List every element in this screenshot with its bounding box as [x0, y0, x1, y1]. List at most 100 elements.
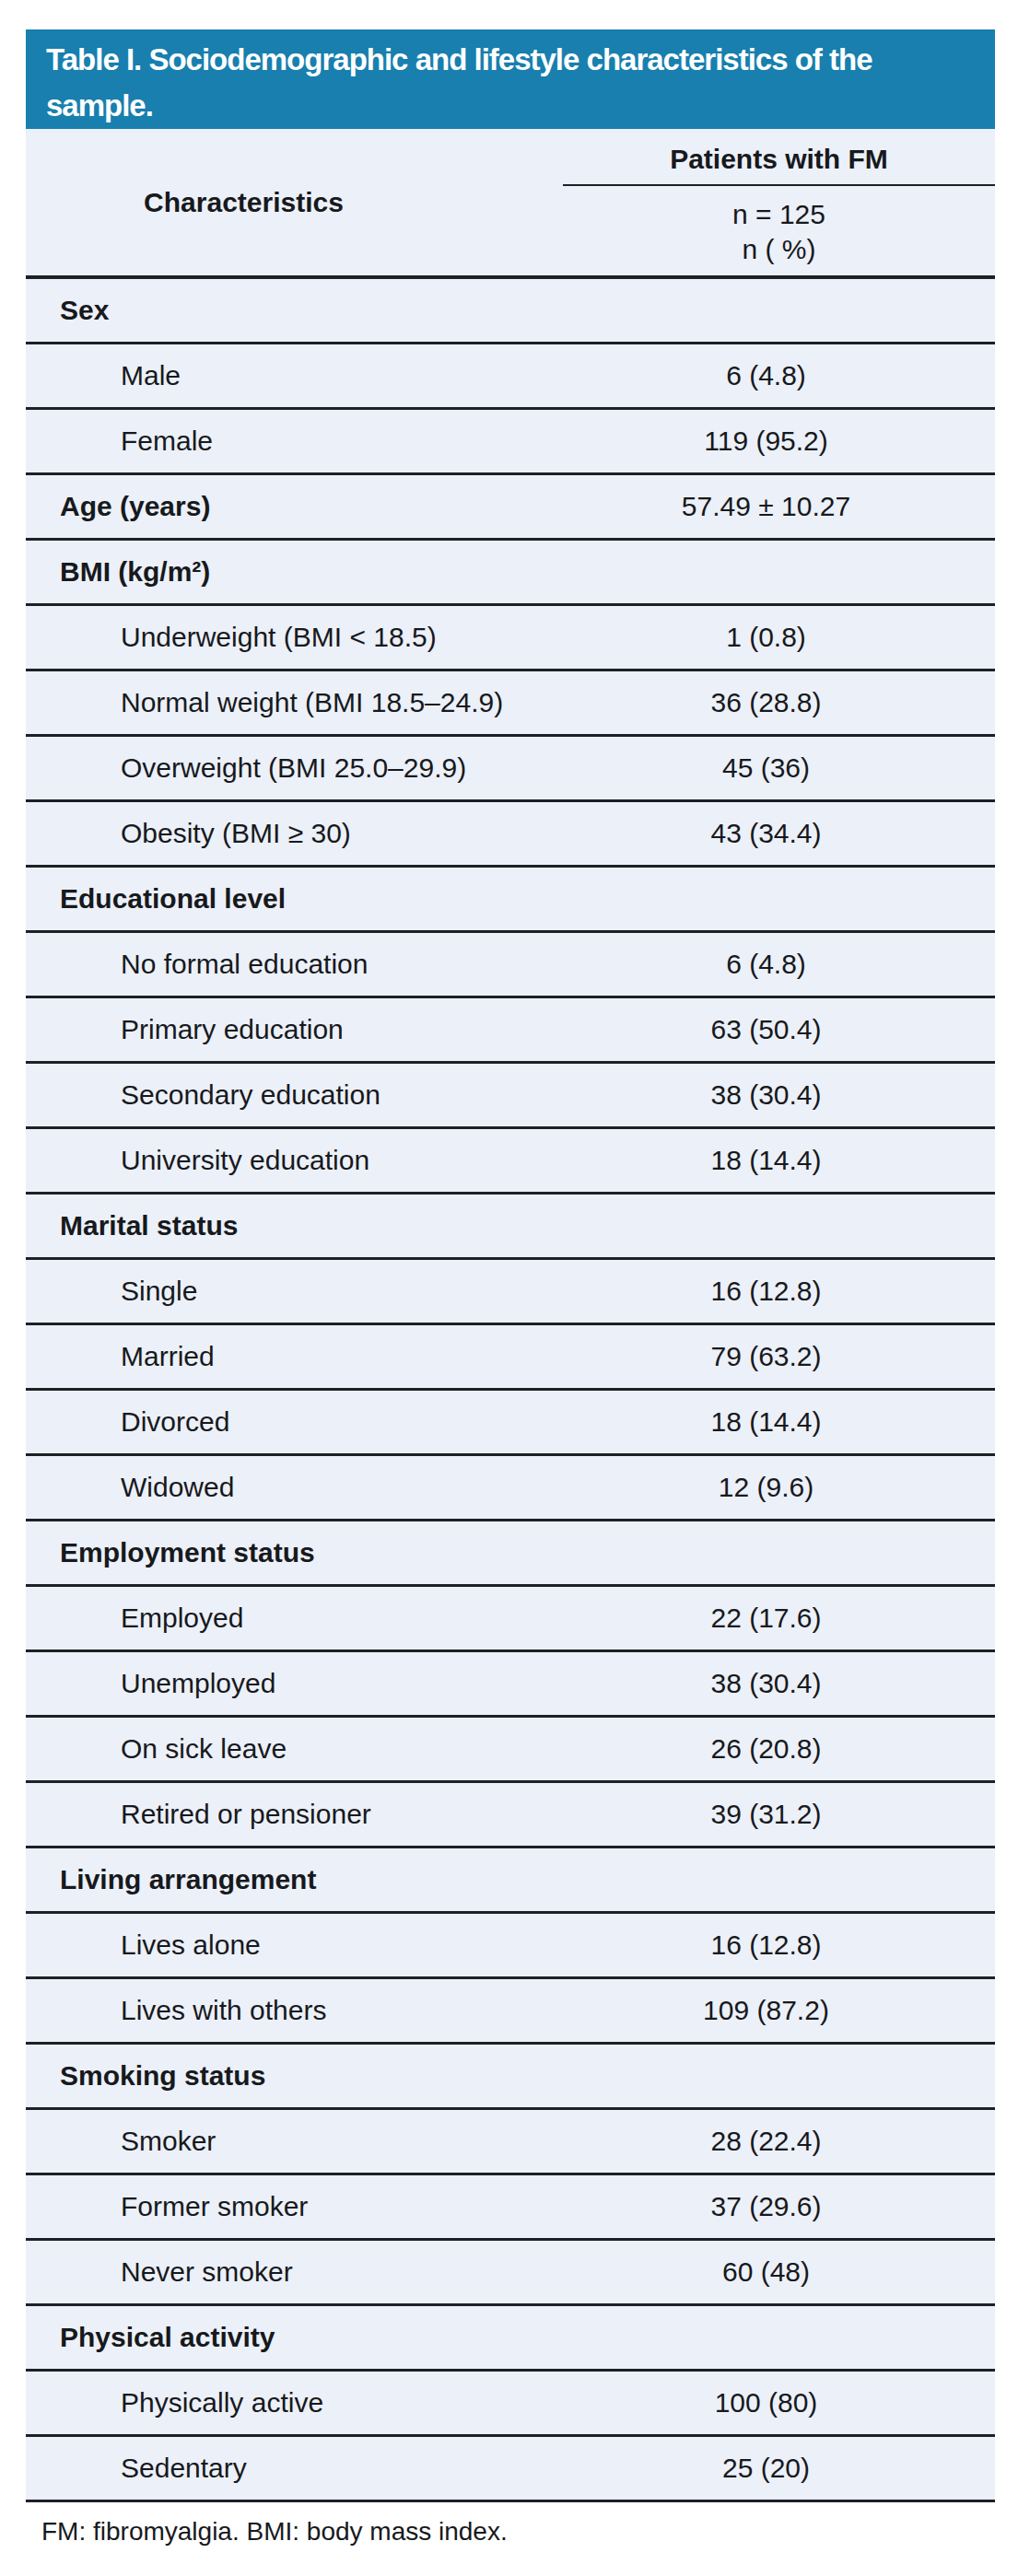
row-value: 79 (63.2): [563, 1341, 995, 1372]
table-row: Smoker 28 (22.4): [26, 2110, 995, 2175]
row-label: Marital status: [26, 1210, 563, 1241]
column-header-characteristics: Characteristics: [26, 129, 563, 275]
row-value: 45 (36): [563, 752, 995, 784]
row-label: Physical activity: [26, 2322, 563, 2353]
subheader-n-percent: n ( %): [742, 232, 815, 267]
table-row: Primary education 63 (50.4): [26, 998, 995, 1064]
table-row: Educational level: [26, 868, 995, 933]
row-label: Normal weight (BMI 18.5–24.9): [26, 687, 563, 718]
row-label: Female: [26, 425, 563, 457]
table-row: Secondary education 38 (30.4): [26, 1064, 995, 1129]
row-value: 43 (34.4): [563, 818, 995, 849]
table-row: Lives with others 109 (87.2): [26, 1979, 995, 2045]
table-row: University education 18 (14.4): [26, 1129, 995, 1195]
row-label: Employed: [26, 1603, 563, 1634]
row-label: Lives with others: [26, 1995, 563, 2026]
row-value: 16 (12.8): [563, 1276, 995, 1307]
row-value: 38 (30.4): [563, 1079, 995, 1111]
table-row: Sedentary 25 (20): [26, 2437, 995, 2502]
row-label: Widowed: [26, 1472, 563, 1503]
row-label: BMI (kg/m²): [26, 556, 563, 588]
column-header-patients-group: Patients with FM n = 125 n ( %): [563, 129, 995, 275]
row-label: Age (years): [26, 491, 563, 522]
row-value: 25 (20): [563, 2453, 995, 2484]
spanner-rule-divider: [563, 184, 995, 186]
row-value: 57.49 ± 10.27: [563, 491, 995, 522]
row-label: Sedentary: [26, 2453, 563, 2484]
table-header-row: Characteristics Patients with FM n = 125…: [26, 129, 995, 279]
row-value: 6 (4.8): [563, 949, 995, 980]
table-row: On sick leave 26 (20.8): [26, 1718, 995, 1783]
table-row: Living arrangement: [26, 1848, 995, 1914]
row-label: No formal education: [26, 949, 563, 980]
row-value: 18 (14.4): [563, 1145, 995, 1176]
row-value: 12 (9.6): [563, 1472, 995, 1503]
row-label: Single: [26, 1276, 563, 1307]
row-label: University education: [26, 1145, 563, 1176]
table-row: BMI (kg/m²): [26, 541, 995, 606]
subheader-n-125: n = 125: [732, 197, 825, 232]
table-rows: Sex Male 6 (4.8) Female 119 (95.2) Age (…: [26, 279, 995, 2502]
column-header-patients-with-fm: Patients with FM: [670, 129, 888, 184]
table-row: Physically active 100 (80): [26, 2372, 995, 2437]
table-row: Widowed 12 (9.6): [26, 1456, 995, 1521]
row-label: Living arrangement: [26, 1864, 563, 1895]
row-label: Unemployed: [26, 1668, 563, 1699]
table-row: Marital status: [26, 1195, 995, 1260]
row-label: Underweight (BMI < 18.5): [26, 622, 563, 653]
row-value: 18 (14.4): [563, 1406, 995, 1438]
row-value: 37 (29.6): [563, 2191, 995, 2222]
table-row: Smoking status: [26, 2045, 995, 2110]
table-row: Married 79 (63.2): [26, 1325, 995, 1391]
row-label: Male: [26, 360, 563, 391]
row-value: 22 (17.6): [563, 1603, 995, 1634]
row-label: Former smoker: [26, 2191, 563, 2222]
table-row: Lives alone 16 (12.8): [26, 1914, 995, 1979]
table-row: Obesity (BMI ≥ 30) 43 (34.4): [26, 802, 995, 868]
table-row: Female 119 (95.2): [26, 410, 995, 475]
row-label: Lives alone: [26, 1929, 563, 1961]
row-value: 16 (12.8): [563, 1929, 995, 1961]
table-row: Normal weight (BMI 18.5–24.9) 36 (28.8): [26, 671, 995, 737]
table-row: Former smoker 37 (29.6): [26, 2175, 995, 2241]
table-row: Unemployed 38 (30.4): [26, 1652, 995, 1718]
page: Table I. Sociodemographic and lifestyle …: [0, 0, 1030, 2576]
table-row: Employment status: [26, 1521, 995, 1587]
row-label: Married: [26, 1341, 563, 1372]
sociodemographic-table: Table I. Sociodemographic and lifestyle …: [26, 29, 995, 2548]
table-row: Employed 22 (17.6): [26, 1587, 995, 1652]
row-label: Smoking status: [26, 2060, 563, 2092]
row-value: 63 (50.4): [563, 1014, 995, 1045]
table-row: Age (years) 57.49 ± 10.27: [26, 475, 995, 541]
row-label: Overweight (BMI 25.0–29.9): [26, 752, 563, 784]
row-label: Smoker: [26, 2126, 563, 2157]
row-label: Sex: [26, 295, 563, 326]
row-label: Retired or pensioner: [26, 1799, 563, 1830]
row-value: 100 (80): [563, 2387, 995, 2419]
row-value: 39 (31.2): [563, 1799, 995, 1830]
table-row: Underweight (BMI < 18.5) 1 (0.8): [26, 606, 995, 671]
table-row: Male 6 (4.8): [26, 344, 995, 410]
table-row: No formal education 6 (4.8): [26, 933, 995, 998]
table-title: Table I. Sociodemographic and lifestyle …: [26, 29, 995, 129]
row-label: On sick leave: [26, 1733, 563, 1765]
row-label: Physically active: [26, 2387, 563, 2419]
table-row: Overweight (BMI 25.0–29.9) 45 (36): [26, 737, 995, 802]
row-label: Never smoker: [26, 2256, 563, 2288]
row-value: 6 (4.8): [563, 360, 995, 391]
row-label: Obesity (BMI ≥ 30): [26, 818, 563, 849]
row-label: Primary education: [26, 1014, 563, 1045]
table-footnote: FM: fibromyalgia. BMI: body mass index.: [41, 2515, 995, 2548]
row-value: 38 (30.4): [563, 1668, 995, 1699]
row-value: 26 (20.8): [563, 1733, 995, 1765]
row-value: 119 (95.2): [563, 425, 995, 457]
table-row: Single 16 (12.8): [26, 1260, 995, 1325]
row-label: Employment status: [26, 1537, 563, 1568]
row-label: Educational level: [26, 883, 563, 915]
row-value: 36 (28.8): [563, 687, 995, 718]
table-row: Never smoker 60 (48): [26, 2241, 995, 2306]
row-value: 1 (0.8): [563, 622, 995, 653]
row-value: 109 (87.2): [563, 1995, 995, 2026]
row-value: 28 (22.4): [563, 2126, 995, 2157]
table-row: Retired or pensioner 39 (31.2): [26, 1783, 995, 1848]
